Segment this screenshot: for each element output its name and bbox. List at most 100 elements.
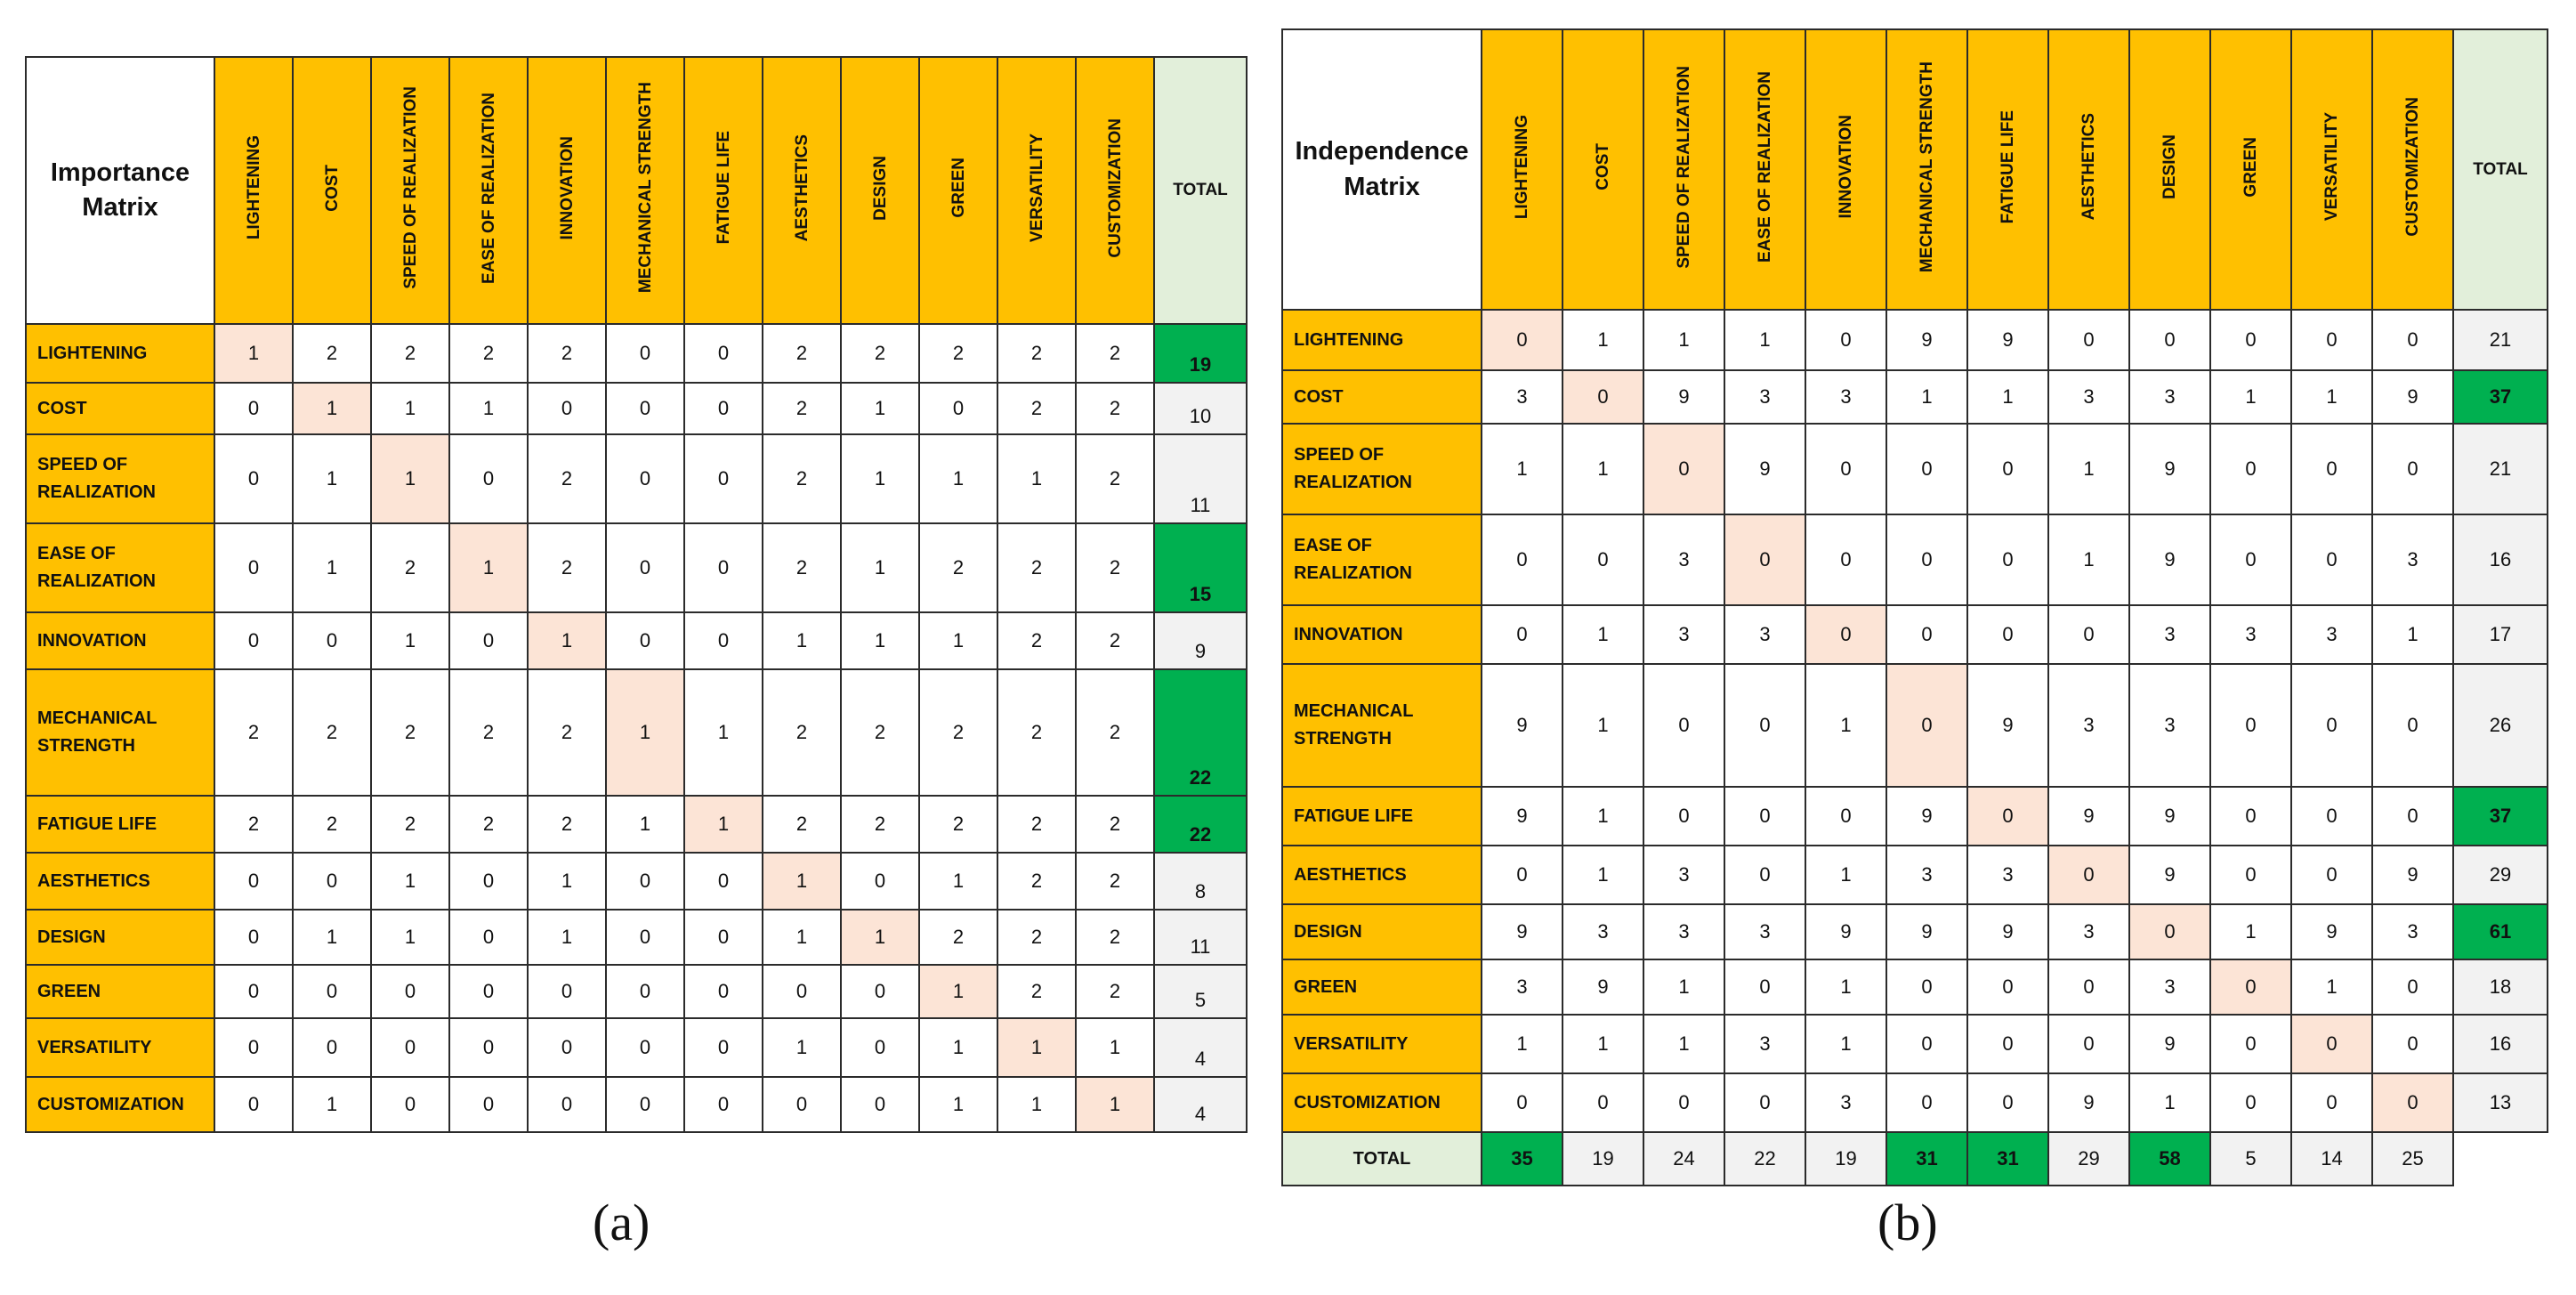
matrix-cell: 2	[918, 909, 998, 966]
matrix-cell: 0	[1886, 1072, 1968, 1133]
row-total-cell: 22	[1153, 795, 1248, 854]
row-label-line: MECHANICAL	[37, 708, 157, 728]
matrix-cell: 9	[1966, 903, 2049, 960]
matrix-cell: 0	[1643, 1072, 1725, 1133]
matrix-cell: 1	[2290, 959, 2373, 1016]
row-total-cell: 61	[2452, 903, 2548, 960]
independence-row-label-cost: COST	[1281, 369, 1482, 425]
row-label-line: SPEED OF	[37, 455, 128, 474]
column-total-cell: 58	[2128, 1131, 2211, 1186]
matrix-cell: 2	[527, 522, 607, 613]
matrix-cell: 2	[762, 433, 842, 524]
matrix-cell: 0	[1886, 514, 1968, 606]
table-row: LIGHTENING 1 2 2 2 2 0 0 2 2 2 2 2 19	[25, 323, 1248, 384]
importance-matrix-panel: Importance Matrix LIGHTENING COST SPEED OF…	[25, 56, 1248, 1133]
diagonal-cell: 0	[1805, 604, 1887, 665]
matrix-cell: 2	[997, 611, 1077, 670]
matrix-cell: 2	[918, 795, 998, 854]
row-total-cell: 5	[1153, 964, 1248, 1019]
importance-row-label-versatility: VERSATILITY	[25, 1017, 215, 1078]
independence-row-label-aesthetics: AESTHETICS	[1281, 845, 1482, 905]
importance-col-header-customization: CUSTOMIZATION	[1075, 56, 1155, 325]
matrix-cell: 0	[214, 611, 294, 670]
matrix-cell: 0	[605, 611, 685, 670]
matrix-cell: 3	[2371, 903, 2454, 960]
independence-col-header-versatility: VERSATILITY	[2290, 28, 2373, 311]
matrix-cell: 0	[2209, 309, 2292, 371]
matrix-cell: 0	[214, 964, 294, 1019]
matrix-cell: 0	[1805, 514, 1887, 606]
matrix-cell: 0	[762, 964, 842, 1019]
diagonal-cell: 0	[2371, 1072, 2454, 1133]
matrix-cell: 2	[997, 382, 1077, 435]
importance-col-header-label: FATIGUE LIFE	[714, 131, 733, 245]
independence-col-header-label: EASE OF REALIZATION	[1756, 71, 1774, 263]
table-row: EASE OF REALIZATION 0 0 3 0 0 0 0 1 9 0 0 3 16	[1281, 514, 2548, 606]
row-label-line: EASE OF	[37, 544, 116, 563]
matrix-cell: 2	[997, 522, 1077, 613]
row-label-line: STRENGTH	[37, 736, 135, 756]
matrix-cell: 9	[1966, 309, 2049, 371]
row-label-line: VERSATILITY	[37, 1037, 152, 1057]
independence-row-label-innovation: INNOVATION	[1281, 604, 1482, 665]
matrix-cell: 0	[1966, 959, 2049, 1016]
importance-col-header-lightening: LIGHTENING	[214, 56, 294, 325]
matrix-cell: 0	[1481, 1072, 1563, 1133]
row-total-cell: 29	[2452, 845, 2548, 905]
independence-col-header-mechanical-strength: MECHANICAL STRENGTH	[1886, 28, 1968, 311]
independence-col-header-cost: COST	[1562, 28, 1644, 311]
matrix-cell: 0	[605, 964, 685, 1019]
matrix-cell: 1	[370, 382, 450, 435]
row-label-line: DESIGN	[1294, 921, 1362, 942]
matrix-cell: 0	[527, 382, 607, 435]
row-total-cell: 16	[2452, 514, 2548, 606]
matrix-cell: 0	[214, 1076, 294, 1133]
matrix-cell: 0	[1724, 959, 1806, 1016]
importance-col-header-label: EASE OF REALIZATION	[479, 92, 498, 284]
matrix-cell: 0	[683, 909, 763, 966]
importance-row-label-cost: COST	[25, 382, 215, 435]
matrix-cell: 0	[1562, 1072, 1644, 1133]
table-row: GREEN 0 0 0 0 0 0 0 0 0 1 2 2 5	[25, 964, 1248, 1019]
matrix-cell: 2	[292, 795, 372, 854]
matrix-cell: 0	[683, 852, 763, 911]
importance-matrix-table: Importance Matrix LIGHTENING COST SPEED OF…	[25, 56, 1248, 1133]
matrix-cell: 0	[683, 1076, 763, 1133]
diagonal-cell: 0	[1481, 309, 1563, 371]
importance-total-col-header: TOTAL	[1153, 56, 1248, 325]
matrix-cell: 1	[1805, 663, 1887, 788]
independence-bottom-total-label: TOTAL	[1281, 1131, 1482, 1186]
matrix-cell: 9	[1966, 663, 2049, 788]
matrix-cell: 1	[1562, 663, 1644, 788]
matrix-cell: 3	[1805, 369, 1887, 425]
matrix-cell: 2	[1075, 522, 1155, 613]
matrix-cell: 0	[2047, 604, 2130, 665]
table-row: VERSATILITY 0 0 0 0 0 0 0 1 0 1 1 1 4	[25, 1017, 1248, 1078]
diagonal-cell: 0	[1562, 369, 1644, 425]
independence-col-header-customization: CUSTOMIZATION	[2371, 28, 2454, 311]
matrix-cell: 1	[292, 1076, 372, 1133]
matrix-cell: 0	[683, 522, 763, 613]
matrix-cell: 0	[2371, 423, 2454, 515]
independence-col-header-ease-of-realization: EASE OF REALIZATION	[1724, 28, 1806, 311]
matrix-cell: 3	[2047, 369, 2130, 425]
matrix-cell: 2	[997, 909, 1077, 966]
matrix-cell: 1	[370, 909, 450, 966]
diagonal-cell: 0	[2047, 845, 2130, 905]
matrix-cell: 0	[448, 964, 529, 1019]
matrix-cell: 3	[1481, 959, 1563, 1016]
matrix-cell: 1	[762, 611, 842, 670]
matrix-cell: 0	[762, 1076, 842, 1133]
matrix-cell: 0	[1886, 423, 1968, 515]
independence-title-line2: Matrix	[1344, 172, 1420, 201]
importance-col-header-label: VERSATILITY	[1027, 133, 1046, 243]
importance-col-header-label: CUSTOMIZATION	[1105, 117, 1125, 258]
matrix-cell: 0	[2209, 845, 2292, 905]
table-row: CUSTOMIZATION 0 0 0 0 3 0 0 9 1 0 0 0 13	[1281, 1072, 2548, 1133]
matrix-cell: 1	[840, 382, 920, 435]
matrix-cell: 0	[448, 852, 529, 911]
table-row: COST 3 0 9 3 3 1 1 3 3 1 1 9 37	[1281, 369, 2548, 425]
matrix-cell: 1	[1562, 604, 1644, 665]
matrix-cell: 2	[370, 795, 450, 854]
independence-col-header-label: DESIGN	[2160, 134, 2179, 199]
